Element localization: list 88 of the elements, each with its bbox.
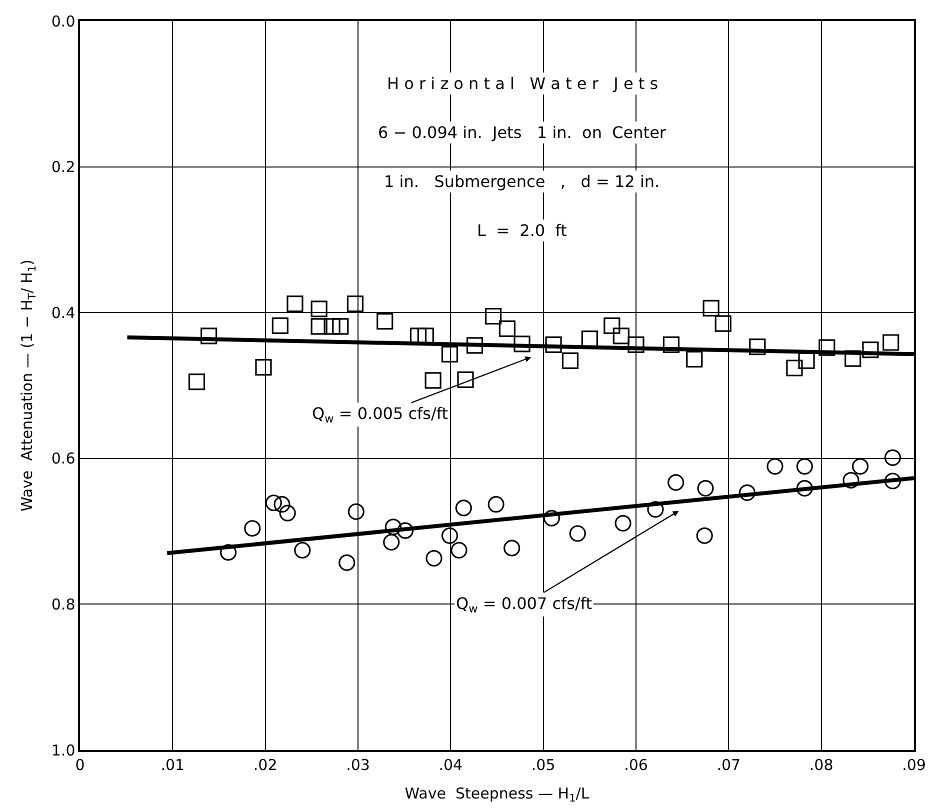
point — [862, 341, 879, 358]
y-tick-label: 0.8 — [51, 595, 76, 614]
annotation: H o r i z o n t a l W a t e r J e t s — [387, 74, 658, 93]
annotation: 6 − 0.094 in. Jets 1 in. on Center — [378, 123, 666, 142]
point — [697, 480, 714, 497]
x-tick-label: .01 — [160, 756, 185, 774]
point — [842, 472, 860, 489]
point — [844, 350, 862, 367]
y-tick-label: 0.0 — [51, 12, 76, 30]
y-tick-label: 1.0 — [51, 741, 76, 760]
point — [749, 338, 766, 356]
x-axis-title: Wave Steepness — H$_{1}$/L — [404, 784, 590, 804]
x-tick-label: .06 — [624, 756, 648, 774]
point — [766, 458, 784, 475]
point — [796, 480, 813, 497]
point — [286, 296, 304, 312]
point — [818, 339, 836, 356]
point — [614, 514, 632, 532]
point — [884, 472, 901, 490]
point — [498, 320, 516, 337]
point — [604, 317, 620, 334]
point — [338, 554, 356, 571]
y-tick-label: 0.2 — [51, 158, 76, 176]
point — [310, 318, 328, 335]
point — [696, 527, 713, 544]
point — [332, 318, 349, 335]
point — [798, 352, 815, 370]
x-tick-label: .05 — [531, 756, 556, 774]
x-tick-label: .07 — [716, 756, 741, 774]
point — [852, 458, 869, 475]
point — [882, 334, 900, 351]
point — [686, 350, 703, 368]
point — [796, 458, 813, 475]
point — [348, 503, 364, 520]
point — [265, 494, 282, 512]
point — [562, 352, 579, 370]
y-tick-label: 0.4 — [51, 304, 76, 322]
point — [426, 550, 442, 567]
y-tick-label: 0.6 — [51, 450, 76, 468]
point — [346, 296, 364, 312]
point — [581, 330, 598, 348]
point — [200, 328, 218, 344]
point — [441, 527, 458, 544]
point — [484, 308, 502, 325]
point — [466, 337, 484, 354]
point — [424, 372, 442, 389]
point — [543, 510, 560, 526]
x-tick-label: .08 — [809, 756, 834, 774]
x-tick-label: .09 — [902, 756, 926, 774]
point — [376, 313, 394, 330]
point — [504, 540, 520, 556]
annotation: Q$_{w}$ = 0.007 cfs/ft — [456, 594, 592, 616]
annotation: 1 in. Submergence , d = 12 in. — [384, 172, 660, 191]
x-tick-label: .04 — [438, 756, 463, 774]
point — [383, 534, 400, 551]
point — [628, 336, 644, 353]
point — [884, 449, 901, 466]
point — [714, 315, 732, 332]
point — [457, 371, 474, 388]
annotation: L = 2.0 ft — [477, 221, 567, 240]
point — [272, 317, 288, 334]
point — [662, 336, 680, 353]
point — [255, 358, 272, 376]
point — [279, 504, 296, 522]
point — [647, 501, 664, 518]
point — [786, 360, 803, 376]
point — [188, 374, 206, 390]
point — [396, 522, 414, 539]
point — [455, 500, 472, 516]
point — [294, 542, 311, 559]
point — [488, 496, 504, 513]
x-tick-label: .03 — [346, 756, 370, 774]
x-tick-label: .02 — [253, 756, 278, 774]
point — [569, 525, 586, 542]
point — [441, 346, 458, 362]
point — [668, 474, 684, 491]
point — [738, 484, 756, 501]
point — [545, 336, 562, 353]
point — [450, 542, 468, 559]
point — [310, 300, 328, 318]
point — [514, 336, 530, 352]
point — [612, 328, 630, 344]
annotation: Q$_{w}$ = 0.005 cfs/ft — [312, 404, 448, 426]
point — [274, 496, 290, 513]
point — [702, 300, 720, 317]
x-tick-label: 0 — [75, 756, 85, 774]
point — [324, 318, 340, 335]
point — [244, 520, 261, 537]
